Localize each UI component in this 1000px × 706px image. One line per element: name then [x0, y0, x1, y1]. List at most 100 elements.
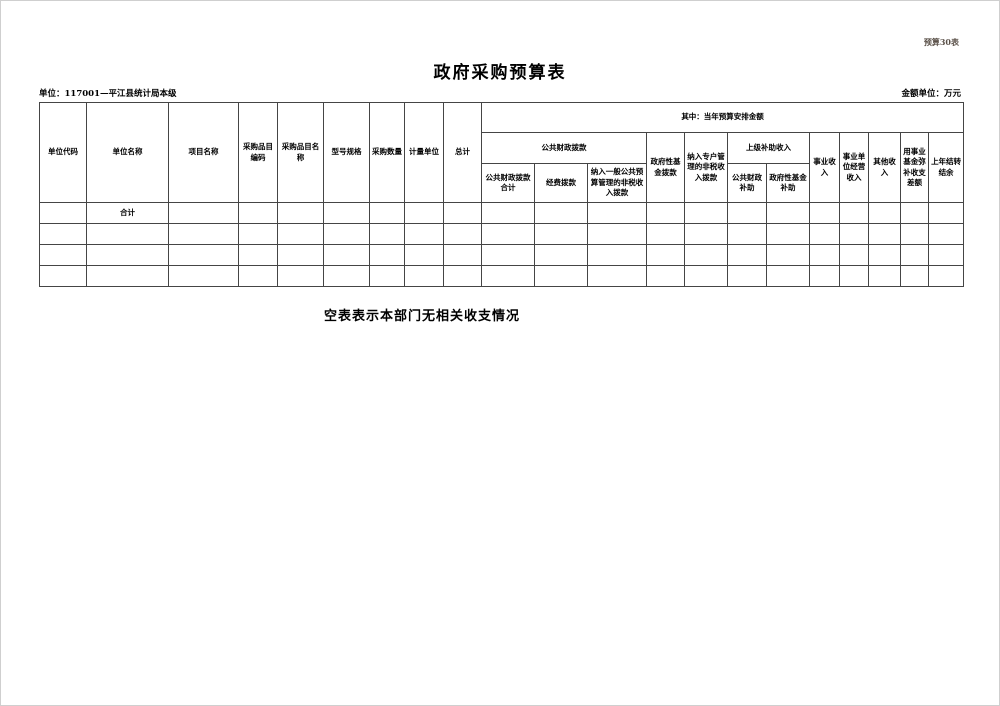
table-row	[39, 223, 965, 245]
col-header-among-current-year: 其中：当年预算安排金额	[480, 102, 965, 133]
cell	[168, 244, 239, 266]
cell	[646, 265, 685, 287]
cell	[646, 202, 685, 224]
cell	[168, 265, 239, 287]
cell	[534, 202, 588, 224]
col-header-special-account-nontax: 纳入专户管理的非税收入拨款	[684, 132, 728, 203]
cell	[404, 244, 444, 266]
cell	[927, 223, 965, 245]
cell	[323, 202, 370, 224]
cell	[900, 202, 929, 224]
cell	[39, 265, 87, 287]
cell	[168, 223, 239, 245]
cell	[323, 244, 370, 266]
cell	[684, 223, 728, 245]
cell	[86, 223, 169, 245]
header-row-2: 公共财政拨款 政府性基金拨款 纳入专户管理的非税收入拨款 上级补助收入 事业收入…	[40, 132, 965, 203]
cell	[39, 202, 87, 224]
col-header-measure-unit: 计量单位	[404, 102, 444, 203]
col-header-project-name: 项目名称	[168, 102, 239, 203]
cell	[323, 265, 370, 287]
cell	[684, 244, 728, 266]
cell	[369, 244, 405, 266]
cell	[404, 265, 444, 287]
col-header-business-fund-offset: 用事业基金弥补收支差额	[900, 132, 929, 203]
cell	[238, 223, 278, 245]
cell	[900, 244, 929, 266]
meta-row: 单位：117001—平江县统计局本级 金额单位：万元	[39, 87, 961, 99]
cell	[727, 265, 767, 287]
cell	[238, 202, 278, 224]
col-header-funding-appropriation: 经费拨款	[534, 163, 588, 203]
cell	[868, 265, 901, 287]
cell	[481, 223, 535, 245]
cell	[868, 223, 901, 245]
cell	[927, 265, 965, 287]
cell	[534, 223, 588, 245]
cell	[277, 244, 324, 266]
col-header-gov-fund-subsidy: 政府性基金补助	[766, 163, 810, 203]
col-header-business-operating-income: 事业单位经营收入	[839, 132, 869, 203]
cell	[727, 223, 767, 245]
cell	[587, 223, 647, 245]
table-row	[39, 244, 965, 266]
cell	[684, 202, 728, 224]
col-header-gov-fund-appropriation: 政府性基金拨款	[646, 132, 685, 203]
cell	[727, 202, 767, 224]
cell	[39, 223, 87, 245]
col-header-public-finance-subsidy: 公共财政补助	[727, 163, 767, 203]
cell	[646, 244, 685, 266]
cell	[684, 265, 728, 287]
cell	[238, 244, 278, 266]
col-header-total: 总计	[443, 102, 482, 203]
cell	[646, 223, 685, 245]
cell	[443, 265, 482, 287]
col-header-item-name: 采购品目名称	[277, 102, 324, 203]
cell	[86, 265, 169, 287]
cell	[839, 223, 869, 245]
cell	[868, 202, 901, 224]
cell	[404, 202, 444, 224]
cell	[277, 202, 324, 224]
table-row-total: 合计	[39, 202, 965, 224]
cell	[900, 223, 929, 245]
cell	[809, 202, 840, 224]
cell	[481, 244, 535, 266]
cell	[443, 202, 482, 224]
cell	[277, 223, 324, 245]
cell	[534, 265, 588, 287]
cell	[809, 265, 840, 287]
header-row-1: 单位代码 单位名称 项目名称 采购品目编码 采购品目名称 型号规格 采购数量 计…	[39, 102, 965, 203]
col-header-prev-year-carryover: 上年结转结余	[927, 132, 965, 203]
cell	[809, 244, 840, 266]
page-title: 政府采购预算表	[433, 63, 567, 83]
cell	[587, 244, 647, 266]
cell-unit-name-total: 合计	[86, 202, 169, 224]
cell	[868, 244, 901, 266]
amount-unit-label: 金额单位：万元	[901, 89, 961, 99]
cell	[277, 265, 324, 287]
col-group-superior-subsidy: 上级补助收入	[727, 132, 810, 164]
form-number-label: 预算30表	[923, 37, 959, 47]
footer-note: 空表表示本部门无相关收支情况	[324, 309, 521, 324]
col-header-model-spec: 型号规格	[323, 102, 370, 203]
cell	[839, 265, 869, 287]
unit-label: 单位：117001—平江县统计局本级	[39, 89, 177, 99]
col-header-item-code: 采购品目编码	[238, 102, 278, 203]
cell	[766, 265, 810, 287]
cell	[927, 244, 965, 266]
cell	[481, 202, 535, 224]
cell	[766, 202, 810, 224]
cell	[839, 202, 869, 224]
col-header-public-finance-total: 公共财政拨款合计	[481, 163, 535, 203]
col-header-unit-name: 单位名称	[86, 102, 169, 203]
cell	[369, 202, 405, 224]
cell	[927, 202, 965, 224]
cell	[587, 202, 647, 224]
col-header-unit-code: 单位代码	[39, 102, 87, 203]
col-header-business-income: 事业收入	[809, 132, 840, 203]
cell	[481, 265, 535, 287]
col-header-quantity: 采购数量	[369, 102, 405, 203]
cell	[443, 223, 482, 245]
